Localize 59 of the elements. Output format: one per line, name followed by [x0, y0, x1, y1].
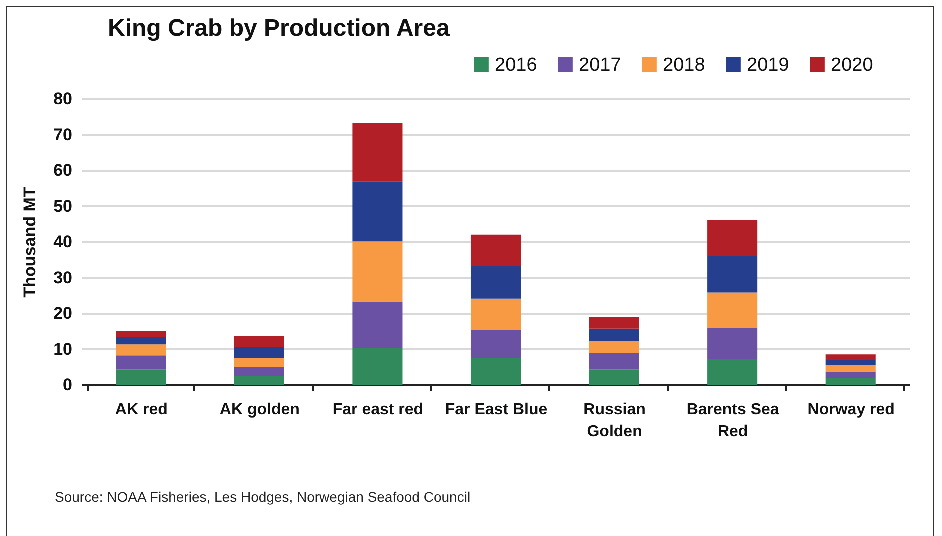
bar [470, 358, 522, 385]
y-tick-label: 0 [63, 376, 72, 394]
x-tick-label: Barents Sea Red [686, 402, 780, 440]
x-tick-label: Norway red [808, 402, 895, 418]
bar [352, 242, 403, 302]
bar [116, 337, 166, 345]
y-tick-label: 60 [54, 161, 72, 180]
bar [470, 298, 522, 330]
y-axis-title: Thousand MT [20, 186, 40, 298]
y-tick-label: 50 [54, 196, 72, 216]
bar [826, 360, 876, 366]
x-tick-label: AK golden [220, 402, 300, 418]
bar [234, 358, 284, 368]
bar [708, 292, 758, 329]
x-tick-label: Russian Golden [584, 402, 646, 440]
bar [826, 378, 876, 385]
x-tick-label: Far east red [332, 402, 424, 418]
y-tick-label: 10 [54, 340, 72, 359]
legend-label: 2018 [663, 54, 706, 76]
x-tick-label: AK red [115, 402, 168, 418]
bar [116, 344, 166, 356]
bar [708, 256, 758, 293]
bar [234, 367, 284, 376]
bar [589, 317, 640, 329]
bar [352, 302, 403, 349]
bar [352, 182, 403, 242]
bar [116, 370, 166, 385]
bar [352, 122, 403, 182]
bar [826, 372, 876, 378]
y-tick-label: 30 [54, 268, 72, 288]
bar [589, 370, 640, 385]
legend-label: 2020 [831, 54, 874, 76]
bar [116, 356, 166, 370]
bar [826, 365, 876, 372]
x-tick-label: Far East Blue [445, 402, 548, 418]
bar [470, 234, 522, 266]
y-tick-label: 40 [54, 232, 72, 252]
y-tick-label: 70 [54, 125, 72, 144]
bar [589, 328, 640, 342]
bar [470, 266, 522, 299]
legend-label: 2016 [495, 54, 538, 76]
bar [352, 348, 403, 385]
bar [589, 341, 640, 354]
chart-title: King Crab by Production Area [108, 15, 450, 42]
legend-label: 2019 [747, 54, 790, 76]
bar [470, 330, 522, 359]
bar [589, 354, 640, 370]
bar [116, 331, 166, 338]
bar [708, 328, 758, 360]
y-tick-label: 80 [54, 90, 72, 108]
y-tick-label: 20 [54, 304, 72, 323]
bar [234, 376, 284, 385]
bar [826, 354, 876, 360]
legend-label: 2017 [579, 54, 622, 76]
bar [234, 336, 284, 348]
source-note: Source: NOAA Fisheries, Les Hodges, Norwegian Seafood Council [55, 489, 471, 505]
bar [708, 359, 758, 385]
bar [234, 347, 284, 358]
bar [708, 220, 758, 256]
